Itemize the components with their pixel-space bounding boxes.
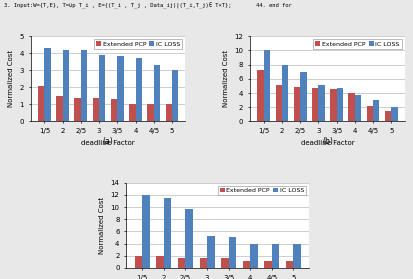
Text: (b): (b) xyxy=(322,137,333,146)
Bar xyxy=(38,86,44,121)
Bar xyxy=(264,261,272,268)
Y-axis label: Normalized Cost: Normalized Cost xyxy=(99,197,105,254)
Bar xyxy=(44,48,51,121)
Bar xyxy=(164,198,171,268)
Bar xyxy=(263,50,270,121)
Bar xyxy=(178,258,185,268)
Bar xyxy=(385,111,392,121)
Bar xyxy=(392,107,398,121)
Bar xyxy=(286,261,293,268)
Bar xyxy=(81,50,87,121)
X-axis label: deadline Factor: deadline Factor xyxy=(81,140,135,146)
Bar xyxy=(275,85,282,121)
Legend: Extended PCP, IC LOSS: Extended PCP, IC LOSS xyxy=(313,39,401,49)
Bar xyxy=(199,258,207,268)
Bar xyxy=(185,209,193,268)
Bar xyxy=(63,50,69,121)
Bar xyxy=(337,88,343,121)
Bar xyxy=(250,244,258,268)
Bar xyxy=(117,56,124,121)
Bar xyxy=(172,70,178,121)
Bar xyxy=(367,106,373,121)
Bar xyxy=(282,65,288,121)
Bar xyxy=(243,261,250,268)
Bar xyxy=(355,95,361,121)
Bar xyxy=(142,195,150,268)
Bar xyxy=(147,104,154,121)
Bar xyxy=(56,96,63,121)
Bar xyxy=(154,65,160,121)
Bar xyxy=(99,55,105,121)
Bar xyxy=(93,98,99,121)
Bar xyxy=(157,256,164,268)
Bar xyxy=(272,244,279,268)
Y-axis label: Normalized Cost: Normalized Cost xyxy=(8,50,14,107)
Bar xyxy=(293,244,301,268)
Legend: Extended PCP, IC LOSS: Extended PCP, IC LOSS xyxy=(218,186,306,195)
Y-axis label: Normalized Cost: Normalized Cost xyxy=(223,50,229,107)
Legend: Extended PCP, IC LOSS: Extended PCP, IC LOSS xyxy=(94,39,182,49)
X-axis label: deadline Factor: deadline Factor xyxy=(301,140,354,146)
Bar xyxy=(318,85,325,121)
Bar xyxy=(373,100,380,121)
Bar xyxy=(74,98,81,121)
Bar xyxy=(312,88,318,121)
Bar xyxy=(207,235,215,268)
Text: (a): (a) xyxy=(103,137,114,146)
Bar xyxy=(349,93,355,121)
Bar xyxy=(330,89,337,121)
Bar xyxy=(221,258,229,268)
Bar xyxy=(166,104,172,121)
Bar xyxy=(229,237,236,268)
Bar xyxy=(300,72,306,121)
Bar xyxy=(129,104,135,121)
Bar xyxy=(257,70,263,121)
Bar xyxy=(135,256,142,268)
Text: 44. end for: 44. end for xyxy=(256,3,292,8)
Bar xyxy=(111,99,117,121)
Bar xyxy=(294,87,300,121)
Text: 3. Input:W={T,E}, T=∪p T_i , E={(T_i , T_j , Data_ij)|(T_i,T_j)∈ T×T};: 3. Input:W={T,E}, T=∪p T_i , E={(T_i , T… xyxy=(4,3,232,9)
Bar xyxy=(135,57,142,121)
